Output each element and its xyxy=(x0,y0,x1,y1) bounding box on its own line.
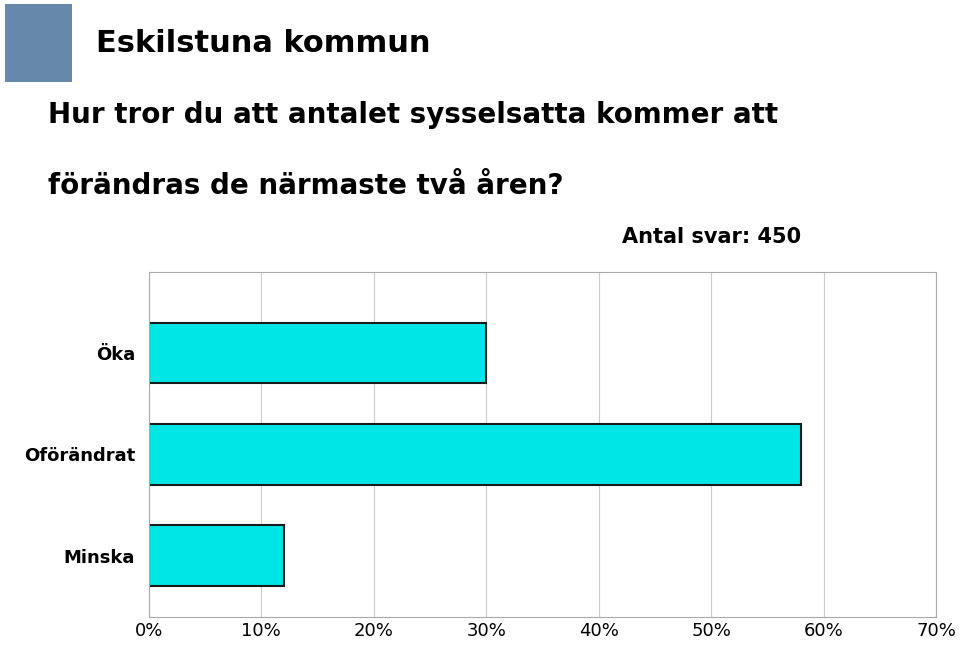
Bar xyxy=(149,424,801,485)
Text: Eskilstuna kommun: Eskilstuna kommun xyxy=(96,29,430,58)
Text: Hur tror du att antalet sysselsatta kommer att: Hur tror du att antalet sysselsatta komm… xyxy=(48,101,779,129)
Bar xyxy=(5,5,72,82)
Text: förändras de närmaste två åren?: förändras de närmaste två åren? xyxy=(48,172,564,200)
Bar xyxy=(149,322,486,383)
Text: Antal svar: 450: Antal svar: 450 xyxy=(622,227,802,247)
Bar xyxy=(149,525,284,586)
